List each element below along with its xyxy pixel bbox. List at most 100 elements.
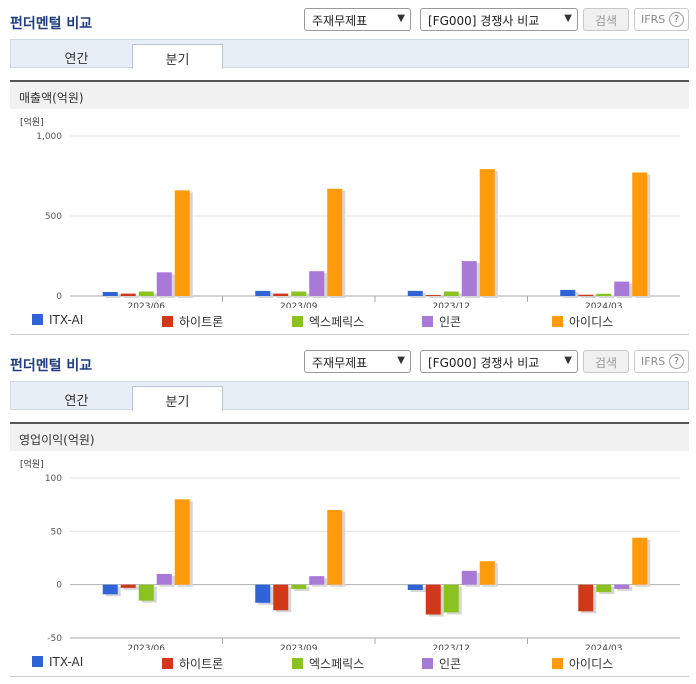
legend-item[interactable]: 하이트론 — [162, 313, 223, 330]
legend-item[interactable]: 인콘 — [422, 313, 461, 330]
legend-item[interactable]: 하이트론 — [162, 655, 223, 672]
bar — [291, 584, 307, 589]
statement-type-value: 주재무제표 — [312, 14, 368, 28]
legend-swatch — [292, 658, 303, 669]
bar — [407, 584, 423, 590]
fundamentals-panel-operating-income: 펀더멘털 비교 주재무제표 ▼ [FG000] 경쟁사 비교 ▼ 검색 IFRS… — [0, 342, 696, 684]
chevron-down-icon: ▼ — [564, 355, 572, 366]
legend-label: 엑스페릭스 — [309, 657, 365, 671]
bar — [632, 537, 648, 585]
x-tick-label: 2024/03 — [585, 644, 622, 650]
bar — [614, 281, 630, 296]
legend-item[interactable]: 아이디스 — [552, 655, 613, 672]
legend-label: ITX-AI — [49, 655, 84, 669]
legend-item[interactable]: 인콘 — [422, 655, 461, 672]
legend-item[interactable]: 아이디스 — [552, 313, 613, 330]
search-button[interactable]: 검색 — [583, 8, 629, 31]
tab-quarterly[interactable]: 분기 — [132, 386, 223, 411]
bar — [273, 293, 289, 296]
bar — [425, 584, 441, 615]
bar — [273, 584, 289, 611]
legend-swatch — [422, 316, 433, 327]
tab-annual[interactable]: 연간 — [64, 52, 89, 67]
bar — [156, 272, 172, 296]
legend-swatch — [162, 316, 173, 327]
peer-group-select[interactable]: [FG000] 경쟁사 비교 ▼ — [420, 8, 578, 31]
bar — [461, 261, 477, 296]
statement-type-select[interactable]: 주재무제표 ▼ — [304, 350, 411, 373]
bar — [102, 584, 118, 595]
peer-group-value: [FG000] 경쟁사 비교 — [428, 356, 540, 370]
y-tick-label: 0 — [56, 581, 62, 591]
x-tick-label: 2023/09 — [280, 302, 318, 308]
y-unit-label: [억원] — [20, 458, 44, 470]
legend-label: 하이트론 — [179, 315, 224, 329]
ifrs-label: IFRS — [641, 355, 666, 368]
bar — [425, 295, 441, 296]
bar — [443, 584, 459, 613]
x-tick-label: 2023/06 — [128, 644, 166, 650]
legend-item[interactable]: ITX-AI — [32, 655, 83, 669]
statement-type-select[interactable]: 주재무제표 ▼ — [304, 8, 411, 31]
revenue-bar-chart: [억원] 0 500 1,000 2023/06 2023/09 2023/12 2024/0… — [20, 116, 680, 308]
ifrs-button[interactable]: IFRS ? — [634, 350, 689, 373]
legend-swatch — [292, 316, 303, 327]
legend-label: 하이트론 — [179, 657, 224, 671]
ifrs-button[interactable]: IFRS ? — [634, 8, 689, 31]
legend-item[interactable]: ITX-AI — [32, 313, 83, 327]
metric-title: 영업이익(억원) — [10, 422, 689, 451]
x-tick-label: 2023/12 — [433, 644, 470, 650]
legend-label: 아이디스 — [569, 657, 614, 671]
panel-title: 펀더멘털 비교 — [10, 16, 93, 32]
legend-item[interactable]: 엑스페릭스 — [292, 655, 364, 672]
legend-item[interactable]: 엑스페릭스 — [292, 313, 364, 330]
legend-label: 엑스페릭스 — [309, 315, 365, 329]
y-tick-label: 500 — [45, 212, 62, 222]
legend-label: 인콘 — [439, 315, 462, 329]
bar-shadow — [581, 296, 597, 298]
bar-shadow — [428, 297, 444, 298]
peer-group-value: [FG000] 경쟁사 비교 — [428, 14, 540, 28]
legend-swatch — [422, 658, 433, 669]
chevron-down-icon: ▼ — [564, 13, 572, 24]
legend-swatch — [32, 656, 43, 667]
y-tick-label: 1,000 — [36, 132, 62, 142]
bar — [174, 499, 190, 585]
legend-swatch — [32, 314, 43, 325]
operating-income-bar-chart: [억원] -50 0 50 100 2023/06 2023/09 2023/12 2024/0… — [20, 458, 680, 650]
legend-swatch — [162, 658, 173, 669]
x-tick-label: 2023/12 — [433, 302, 470, 308]
tab-annual[interactable]: 연간 — [64, 394, 89, 409]
bar — [327, 510, 343, 585]
search-button[interactable]: 검색 — [583, 350, 629, 373]
statement-type-value: 주재무제표 — [312, 356, 368, 370]
help-icon[interactable]: ? — [669, 12, 684, 27]
divider — [10, 676, 689, 677]
fundamentals-panel-revenue: 펀더멘털 비교 주재무제표 ▼ [FG000] 경쟁사 비교 ▼ 검색 IFRS… — [10, 8, 689, 335]
legend-label: 인콘 — [439, 657, 462, 671]
bar — [461, 570, 477, 585]
bar — [443, 291, 459, 296]
bar — [291, 291, 307, 296]
chevron-down-icon: ▼ — [397, 13, 405, 24]
bar — [156, 574, 172, 585]
bar-shadow — [276, 295, 292, 298]
x-tick-label: 2023/06 — [128, 302, 166, 308]
bar — [138, 584, 154, 601]
ifrs-label: IFRS — [641, 13, 666, 26]
bar — [596, 293, 612, 296]
bar — [632, 172, 648, 296]
y-tick-label: 100 — [45, 474, 62, 484]
bar — [479, 169, 495, 296]
divider — [10, 334, 689, 335]
peer-group-select[interactable]: [FG000] 경쟁사 비교 ▼ — [420, 350, 578, 373]
period-tabs: 연간 분기 — [10, 39, 689, 69]
legend-label: ITX-AI — [49, 313, 84, 327]
legend-swatch — [552, 658, 563, 669]
tab-quarterly[interactable]: 분기 — [132, 44, 223, 69]
bar — [614, 584, 630, 589]
bar — [578, 294, 594, 296]
help-icon[interactable]: ? — [669, 354, 684, 369]
x-tick-label: 2023/09 — [280, 644, 318, 650]
bar — [479, 561, 495, 585]
